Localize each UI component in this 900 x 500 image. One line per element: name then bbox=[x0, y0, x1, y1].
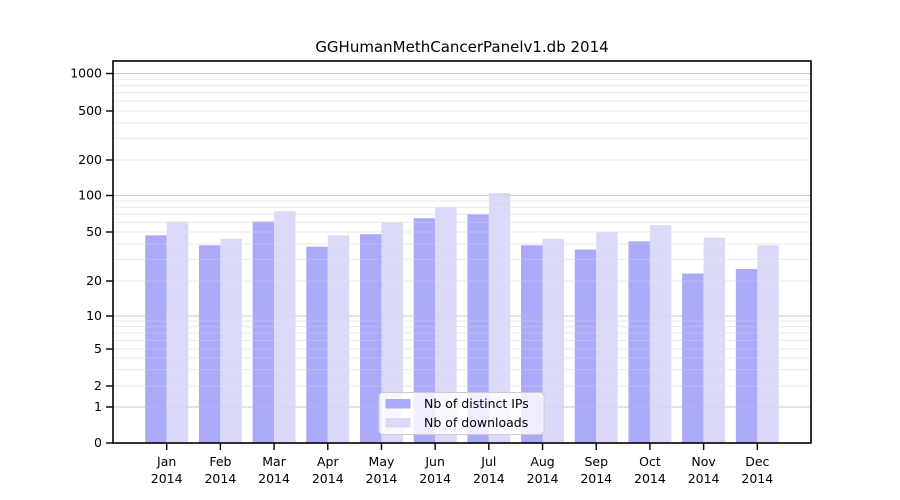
bar-downloads-aug bbox=[542, 238, 565, 443]
bar-downloads-jul bbox=[488, 193, 511, 443]
x-tick-label-year: 2014 bbox=[151, 471, 183, 486]
y-tick-label: 1 bbox=[94, 399, 102, 414]
y-tick-label: 2 bbox=[94, 378, 102, 393]
x-tick-label-month: Mar bbox=[262, 454, 286, 469]
legend-box bbox=[378, 392, 545, 435]
bar-distinct-ips-oct bbox=[628, 241, 650, 443]
bar-distinct-ips-nov bbox=[682, 273, 704, 443]
bar-downloads-mar bbox=[274, 211, 296, 443]
bar-downloads-feb bbox=[220, 238, 242, 443]
plot-frame bbox=[112, 60, 812, 444]
bar-distinct-ips-mar bbox=[252, 221, 275, 443]
x-tick-label-year: 2014 bbox=[527, 471, 559, 486]
legend-swatch-downloads bbox=[385, 418, 411, 428]
x-tick-label-month: Jul bbox=[480, 454, 496, 469]
x-tick-label-year: 2014 bbox=[419, 471, 451, 486]
y-tick-label: 1000 bbox=[70, 66, 102, 81]
x-tick-label-month: Aug bbox=[530, 454, 554, 469]
x-tick-label-month: Nov bbox=[691, 454, 716, 469]
bar-distinct-ips-jan bbox=[145, 235, 167, 443]
x-tick-label-year: 2014 bbox=[580, 471, 612, 486]
bar-distinct-ips-sep bbox=[574, 249, 597, 443]
bar-distinct-ips-jun bbox=[413, 218, 436, 443]
x-tick-label-year: 2014 bbox=[204, 471, 236, 486]
legend-label-downloads: Nb of downloads bbox=[424, 415, 528, 430]
bar-downloads-dec bbox=[757, 245, 779, 443]
y-tick-label: 10 bbox=[86, 308, 102, 323]
y-tick-label: 20 bbox=[86, 273, 102, 288]
y-tick-label: 50 bbox=[86, 224, 102, 239]
x-tick-label-year: 2014 bbox=[688, 471, 720, 486]
x-tick-label-month: Feb bbox=[209, 454, 231, 469]
bar-distinct-ips-jul bbox=[467, 214, 489, 443]
bar-downloads-nov bbox=[703, 237, 726, 443]
y-tick-label: 0 bbox=[94, 435, 102, 450]
x-tick-label-month: May bbox=[369, 454, 395, 469]
x-tick-label-year: 2014 bbox=[258, 471, 290, 486]
bar-downloads-jun bbox=[435, 207, 457, 443]
y-tick-label: 200 bbox=[78, 152, 102, 167]
chart-title: GGHumanMethCancerPanelv1.db 2014 bbox=[315, 38, 609, 56]
bar-downloads-oct bbox=[649, 225, 672, 443]
bar-downloads-may bbox=[381, 222, 403, 443]
x-tick-label-year: 2014 bbox=[312, 471, 344, 486]
y-tick-label: 100 bbox=[78, 188, 102, 203]
x-tick-label-month: Sep bbox=[584, 454, 608, 469]
legend-swatch-distinct-ips bbox=[385, 399, 411, 409]
x-tick-label-year: 2014 bbox=[634, 471, 666, 486]
bar-distinct-ips-apr bbox=[306, 246, 328, 443]
x-tick-label-month: Dec bbox=[745, 454, 769, 469]
bar-downloads-jan bbox=[166, 221, 189, 443]
bar-distinct-ips-dec bbox=[735, 269, 758, 443]
bar-downloads-apr bbox=[327, 235, 350, 443]
y-tick-label: 5 bbox=[94, 341, 102, 356]
x-tick-label-year: 2014 bbox=[741, 471, 773, 486]
x-tick-label-year: 2014 bbox=[366, 471, 398, 486]
bar-distinct-ips-feb bbox=[198, 245, 221, 443]
bar-distinct-ips-may bbox=[359, 234, 382, 443]
x-tick-label-month: Jun bbox=[424, 454, 445, 469]
x-tick-label-month: Apr bbox=[317, 454, 339, 469]
x-tick-label-year: 2014 bbox=[473, 471, 505, 486]
x-tick-label-month: Oct bbox=[639, 454, 661, 469]
bar-downloads-sep bbox=[596, 232, 618, 443]
x-tick-label-month: Jan bbox=[156, 454, 176, 469]
y-tick-label: 500 bbox=[78, 103, 102, 118]
legend-label-distinct-ips: Nb of distinct IPs bbox=[424, 396, 529, 411]
